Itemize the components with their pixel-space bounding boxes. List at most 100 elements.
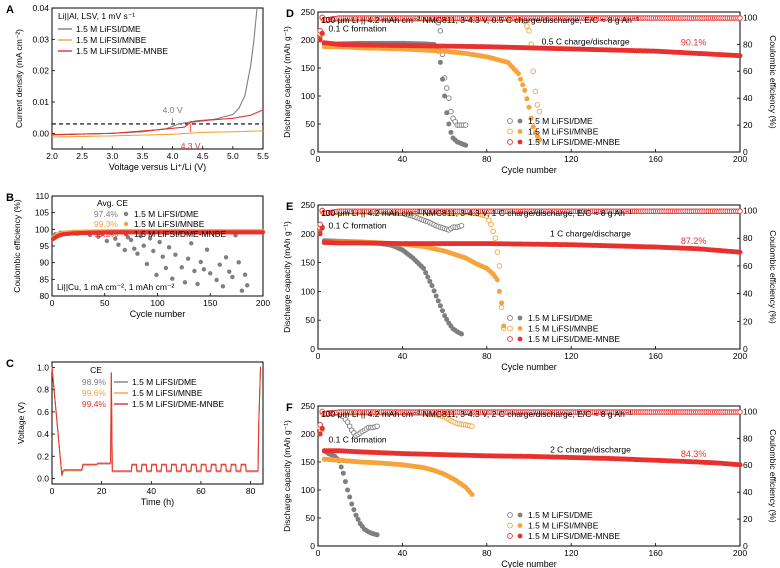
y2-tick-label: 100 [743, 12, 757, 22]
capacity-point [448, 129, 454, 135]
data-point [220, 284, 226, 289]
plot-frame [51, 7, 264, 150]
capacity-point [319, 225, 325, 231]
legend-marker [123, 211, 129, 217]
annotation-text: 2 C charge/discharge [550, 444, 631, 454]
y2-tick-label: 40 [743, 93, 753, 103]
data-point [141, 243, 146, 248]
data-point [208, 271, 213, 276]
legend-value: 99.2% [94, 229, 119, 239]
legend-value: 99.3% [94, 219, 119, 229]
legend-marker-open [507, 512, 513, 518]
x-tick-label: 40 [147, 486, 157, 496]
y2-tick-label: 20 [743, 514, 753, 524]
capacity-point [537, 137, 543, 143]
x-tick-label: 0 [316, 351, 321, 361]
chart-note: Li||Cu, 1 mA cm⁻², 1 mAh cm⁻² [57, 282, 174, 292]
legend-marker-open [507, 533, 513, 539]
ce-point [536, 108, 543, 115]
legend-value: 99.4% [82, 399, 107, 409]
capacity-point [458, 331, 464, 337]
y-tick-label: 1.0 [37, 363, 49, 373]
ce-point [437, 28, 444, 34]
capacity-point [442, 93, 448, 99]
legend-marker-open [507, 522, 513, 529]
capacity-point [463, 142, 469, 148]
x-tick-label: 160 [649, 154, 663, 164]
capacity-point [317, 431, 323, 437]
y-tick-label: 50 [306, 513, 316, 523]
capacity-point [496, 288, 502, 294]
legend-title: Avg. CE [97, 198, 128, 208]
y2-tick-label: 60 [743, 66, 753, 76]
y2-tick-label: 0 [743, 541, 748, 551]
legend-label: 1.5 M LiFSI/DME-MNBE [528, 137, 620, 147]
x-tick-label: 0 [316, 154, 321, 164]
x-tick-label: 4.0 [167, 151, 179, 161]
x-tick-label: 80 [482, 548, 492, 558]
legend-marker-open [507, 118, 513, 124]
legend-marker [123, 221, 129, 227]
capacity-point [351, 507, 357, 513]
annotation-text: 1 C charge/discharge [550, 229, 631, 239]
capacity-point [421, 265, 426, 271]
data-point [160, 254, 165, 259]
ce-point [526, 28, 532, 34]
legend-label: 1.5 M LiFSI/DME-MNBE [528, 334, 620, 344]
y2-tick-label: 60 [743, 460, 753, 470]
panel-label: A [6, 4, 14, 16]
capacity-point [528, 115, 534, 121]
x-tick-label: 100 [150, 298, 164, 308]
x-axis-label: Cycle number [501, 362, 557, 372]
x-tick-label: 120 [564, 154, 578, 164]
x-tick-label: 200 [733, 154, 747, 164]
panel-label: F [286, 402, 293, 414]
legend-label: 1.5 M LiFSI/DME-MNBE [132, 399, 224, 409]
y-tick-label: 100 [301, 286, 315, 296]
x-tick-label: 5.5 [257, 151, 269, 161]
capacity-point [429, 283, 435, 289]
data-point [189, 241, 194, 246]
y-tick-label: 250 [301, 200, 315, 210]
ce-point [374, 423, 380, 429]
capacity-point [442, 313, 448, 319]
legend-title: CE [90, 365, 102, 375]
data-point [185, 256, 191, 261]
ce-point [486, 217, 492, 223]
legend-value: 98.9% [82, 377, 107, 387]
panel-label: B [6, 192, 14, 204]
chart-title: 100 μm Li || 4.2 mAh cm⁻² NMC811, 3-4.3 … [321, 409, 632, 419]
y-tick-label: 50 [306, 119, 316, 129]
y-tick-label: 0 [310, 541, 315, 551]
x-axis-label: Cycle number [130, 309, 186, 319]
x-tick-label: 60 [196, 486, 206, 496]
data-point [227, 269, 232, 274]
capacity-point [345, 487, 351, 493]
capacity-point [439, 308, 445, 314]
data-point [104, 238, 110, 244]
y2-tick-label: 40 [743, 487, 753, 497]
data-point [96, 234, 101, 239]
y2-tick-label: 40 [743, 289, 753, 299]
y2-axis-label: Coulombic efficiency (%) [768, 230, 778, 324]
y2-axis-label: Coulombic efficiency (%) [768, 429, 778, 523]
data-point [244, 283, 250, 288]
y2-axis-label: Coulombic efficiency (%) [768, 35, 778, 129]
x-tick-label: 40 [398, 548, 408, 558]
capacity-point [737, 53, 743, 59]
legend-marker-open [507, 336, 513, 342]
capacity-point [342, 479, 348, 485]
x-tick-label: 0 [316, 548, 321, 558]
y-tick-label: 110 [35, 191, 49, 201]
x-tick-label: 200 [733, 548, 747, 558]
capacity-point [355, 516, 361, 522]
x-tick-label: 80 [482, 351, 492, 361]
legend-label: 1.5 M LiFSI/DME-MNBE [134, 229, 226, 239]
x-tick-label: 3.5 [137, 151, 149, 161]
y2-tick-label: 60 [743, 261, 753, 271]
legend-label: 1.5 M LiFSI/DME [134, 209, 199, 219]
legend-marker-filled [517, 315, 523, 321]
legend-label: 1.5 M LiFSI/MNBE [76, 35, 147, 45]
